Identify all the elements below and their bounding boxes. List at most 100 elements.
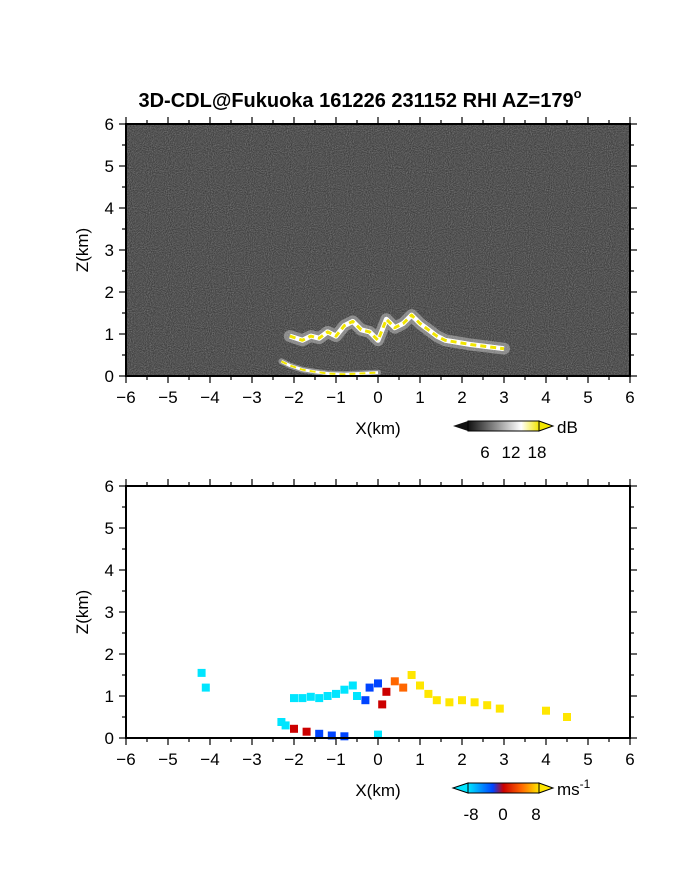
top-xtick-label: −5: [158, 388, 177, 407]
top-ytick-label: 1: [105, 325, 114, 344]
bottom-data-point: [361, 696, 370, 705]
bottom-xtick-label: 1: [415, 750, 424, 769]
bottom-colorbar-tick-neg8: -8: [463, 805, 478, 824]
bottom-xtick-label: 2: [457, 750, 466, 769]
top-colorbar-left-arrow: [453, 421, 468, 431]
bottom-data-point: [399, 683, 408, 692]
bottom-data-point: [277, 718, 286, 726]
bottom-points: [197, 668, 571, 741]
top-xtick-label: 4: [541, 388, 550, 407]
top-features: [278, 309, 510, 378]
bottom-data-point: [563, 713, 571, 721]
top-xtick-label: 1: [415, 388, 424, 407]
top-colorbar-tick-12: 12: [502, 443, 521, 462]
bottom-xtick-label: −4: [200, 750, 219, 769]
top-xtick-label: −1: [326, 388, 345, 407]
bottom-plot-background: [126, 486, 630, 738]
bottom-ytick-label: 0: [105, 729, 114, 748]
bottom-data-point: [306, 692, 315, 701]
top-xtick-label: 6: [625, 388, 634, 407]
bottom-data-point: [315, 729, 324, 738]
bottom-ytick-label: 6: [105, 477, 114, 496]
bottom-data-point: [323, 692, 332, 700]
top-xtick-label: −2: [284, 388, 303, 407]
bottom-data-point: [348, 681, 357, 690]
top-xtick-label: −4: [200, 388, 219, 407]
top-xtick-label: −6: [116, 388, 135, 407]
bottom-xtick-label: 0: [373, 750, 382, 769]
bottom-colorbar-bar: [467, 782, 540, 794]
bottom-data-point: [290, 694, 298, 703]
bottom-xtick-label: 6: [625, 750, 634, 769]
top-colorbar-tick-6: 6: [480, 443, 489, 462]
top-xtick-label: 0: [373, 388, 382, 407]
top-ytick-label: 3: [105, 241, 114, 260]
bottom-xtick-label: −1: [326, 750, 345, 769]
bottom-data-point: [483, 701, 492, 710]
bottom-ytick-label: 4: [105, 561, 114, 580]
bottom-data-point: [365, 683, 374, 692]
bottom-colorbar-left-arrow: [451, 782, 469, 794]
bottom-data-point: [302, 727, 311, 736]
bottom-xtick-label: 4: [541, 750, 550, 769]
top-ytick-label: 2: [105, 283, 114, 302]
bottom-data-point: [542, 706, 550, 715]
bottom-data-point: [416, 681, 424, 690]
bottom-data-point: [382, 687, 391, 696]
bottom-data-point: [332, 689, 340, 698]
bottom-data-point: [298, 694, 307, 703]
bottom-data-point: [374, 730, 382, 739]
bottom-data-point: [390, 677, 399, 686]
bottom-data-point: [470, 698, 479, 707]
bottom-xlabel: X(km): [355, 781, 400, 800]
bottom-panel: −6 −5 −4 −3 −2 −1 0 1 2 3 4 5 6 0 1 2 3 4 5 6 X(km) Z(km) m…: [73, 477, 637, 824]
bottom-xtick-label: −5: [158, 750, 177, 769]
top-ytick-label: 0: [105, 367, 114, 386]
top-ylabel: Z(km): [73, 228, 92, 272]
bottom-ytick-label: 1: [105, 687, 114, 706]
top-xtick-label: 3: [499, 388, 508, 407]
top-colorbar-bar: [467, 420, 540, 432]
bottom-data-point: [340, 732, 349, 741]
bottom-ylabel: Z(km): [73, 590, 92, 634]
bottom-colorbar-tick-0: 0: [498, 805, 507, 824]
bottom-data-point: [378, 700, 387, 709]
bottom-data-point: [407, 671, 416, 679]
bottom-colorbar-right-arrow: [538, 782, 555, 794]
bottom-data-point: [495, 704, 504, 713]
top-colorbar-tick-18: 18: [528, 443, 547, 462]
bottom-data-point: [290, 724, 298, 733]
bottom-colorbar-unit-exp: -1: [580, 777, 591, 791]
top-feature-core: [289, 312, 505, 352]
top-colorbar-unit: dB: [557, 418, 578, 437]
top-xtick-label: −3: [242, 388, 261, 407]
bottom-data-point: [197, 668, 206, 677]
top-colorbar-right-arrow: [538, 420, 555, 432]
bottom-colorbar: ms-1 -8 0 8: [451, 777, 591, 824]
bottom-xtick-label: 3: [499, 750, 508, 769]
top-ticks: −6 −5 −4 −3 −2 −1 0 1 2 3 4 5 6 0 1 2 3 4 5 6: [105, 115, 637, 407]
bottom-data-point: [458, 696, 466, 705]
bottom-data-point: [445, 698, 454, 707]
top-xtick-label: 5: [583, 388, 592, 407]
bottom-data-point: [424, 689, 433, 698]
top-xlabel: X(km): [355, 419, 400, 438]
bottom-xtick-label: −2: [284, 750, 303, 769]
bottom-xtick-label: −6: [116, 750, 135, 769]
top-xtick-label: 2: [457, 388, 466, 407]
bottom-data-point: [340, 685, 349, 694]
bottom-data-point: [432, 696, 441, 705]
bottom-ticks: −6 −5 −4 −3 −2 −1 0 1 2 3 4 5 6 0 1 2 3 4 5 6: [105, 477, 637, 769]
bottom-data-point: [315, 694, 324, 703]
bottom-ytick-label: 3: [105, 603, 114, 622]
bottom-data-point: [201, 683, 210, 692]
bottom-colorbar-tick-8: 8: [531, 805, 540, 824]
bottom-ytick-label: 5: [105, 519, 114, 538]
bottom-data-point: [353, 692, 361, 700]
top-colorbar: dB 6 12 18: [453, 418, 578, 462]
top-feature-peak: [280, 360, 379, 376]
top-ytick-label: 6: [105, 115, 114, 134]
chart-title: 3D-CDL@Fukuoka 161226 231152 RHI AZ=179o: [138, 86, 581, 112]
